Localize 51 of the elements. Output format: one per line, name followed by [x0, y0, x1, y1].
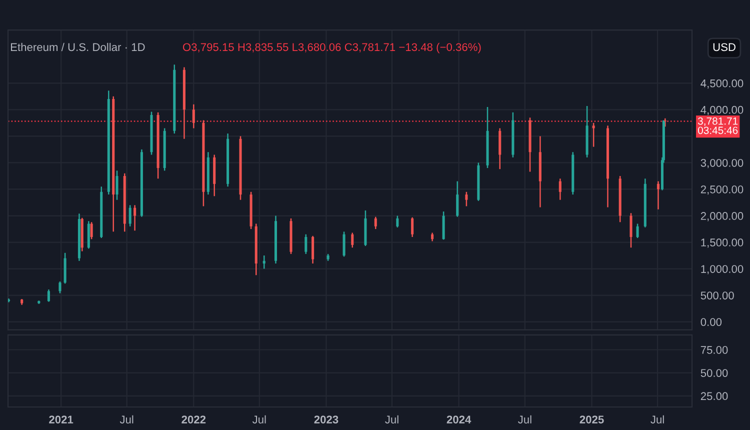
text: Ethereum / U.S. Dollar · 1D [10, 42, 145, 52]
y-tick-label: 3,000.00 [700, 158, 744, 168]
candlestick [558, 178, 562, 200]
candlestick [374, 216, 377, 230]
y-tick-label: 0.00 [700, 318, 722, 326]
y-tick-label: 500.00 [700, 292, 734, 300]
x-tick-label: 2023 [314, 416, 338, 424]
candlestick [465, 191, 468, 207]
candlestick [90, 222, 93, 240]
x-tick-label: Jul [518, 415, 532, 424]
candlestick [636, 223, 639, 239]
candlestick [630, 212, 632, 248]
candlestick [456, 180, 459, 218]
y-tick-label: 4,000.00 [700, 106, 744, 116]
x-tick-label: Jul [120, 415, 134, 424]
x-tick-label: 2025 [580, 416, 604, 424]
candlestick [128, 204, 132, 227]
candlestick [396, 215, 399, 228]
annotation: O3,795.15 H3,835.55 L3,680.06 C3,781.71 −13.48 (−0.36%) [182, 42, 481, 54]
y-tick-label: 1,000.00 [701, 265, 744, 274]
x-tick-label: 2024 [446, 416, 472, 424]
y-tick-label: 1,500.00 [701, 238, 744, 248]
x-tick-label: Jul [385, 415, 398, 424]
candlestick [304, 234, 308, 255]
candlestick [58, 280, 62, 294]
candlestick [498, 128, 502, 170]
y-tick-label: 75.00 [700, 346, 728, 354]
candlestick [87, 220, 90, 250]
y-tick-label: 2,000.00 [700, 212, 744, 222]
x-tick-label: 2022 [182, 416, 206, 424]
candlestick [442, 210, 445, 240]
x-tick-label: 2021 [49, 416, 74, 424]
candlestick [47, 288, 50, 302]
y-tick-label: 2,500.00 [700, 186, 744, 195]
candlestick [192, 104, 195, 129]
candlestick [116, 170, 118, 200]
text: USD [713, 43, 736, 52]
y-tick-label: 25.00 [700, 392, 728, 400]
ref-line-label: 3,781.71 03:45:46 [698, 117, 738, 134]
candlestick [262, 254, 266, 270]
candlestick [656, 180, 660, 210]
candlestick [312, 235, 314, 264]
y-tick-label: 50.00 [700, 369, 728, 377]
candlestick [592, 122, 595, 148]
y-tick-label: 4,500.00 [700, 79, 744, 89]
candlestick [411, 216, 414, 238]
candlestick [342, 231, 346, 258]
x-tick-label: Jul [650, 415, 664, 424]
x-tick-label: Jul [252, 415, 266, 424]
candlestick [351, 232, 354, 248]
candlestick [134, 204, 136, 232]
